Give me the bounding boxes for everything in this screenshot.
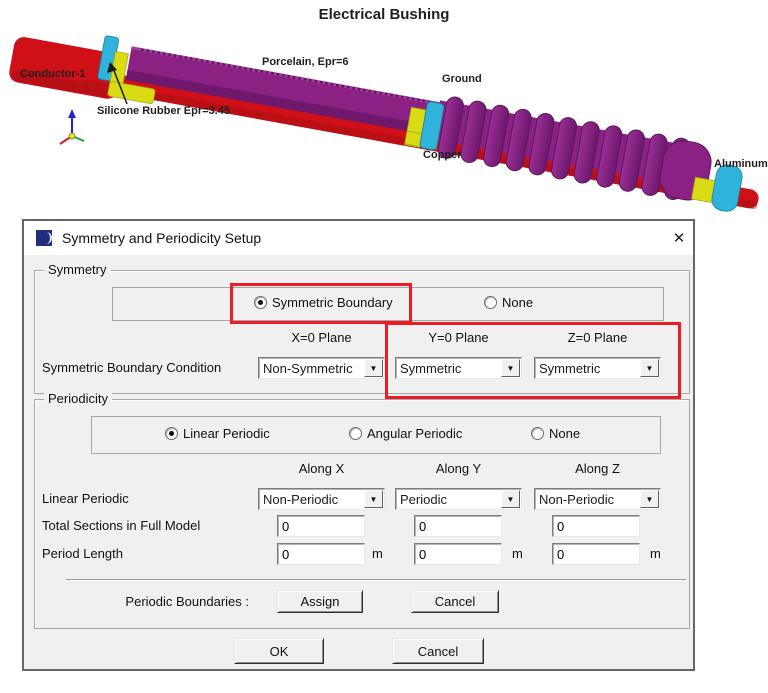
symmetry-radio-panel: [112, 287, 664, 321]
periodicity-divider: [66, 579, 686, 581]
along-y-header: Along Y: [435, 461, 482, 476]
total-sections-row-label: Total Sections in Full Model: [42, 518, 201, 533]
period-length-x-unit: m: [372, 546, 383, 561]
symmetry-group-label: Symmetry: [44, 262, 111, 277]
angular-periodic-radio-label[interactable]: Angular Periodic: [367, 426, 463, 441]
bushing-3d-model: [9, 35, 759, 212]
along-x-header: Along X: [298, 461, 345, 476]
symmetry-group: Symmetry: [34, 262, 690, 394]
period-length-y-unit: m: [512, 546, 523, 561]
symmetry-periodicity-dialog: Symmetry and Periodicity Setup ✕ Symmetr…: [22, 219, 695, 671]
z0-plane-header: Z=0 Plane: [567, 330, 628, 345]
period-length-y-input[interactable]: [414, 543, 502, 565]
periodicity-group: Periodicity: [34, 391, 690, 629]
symmetry-none-radio-label[interactable]: None: [502, 295, 534, 310]
period-length-x-input[interactable]: [277, 543, 365, 565]
total-sections-y-input[interactable]: [414, 515, 502, 537]
periodic-boundaries-label: Periodic Boundaries :: [125, 594, 249, 609]
x0-plane-header: X=0 Plane: [291, 330, 352, 345]
model-viewport: Electrical Bushing Conductor-1 Porcelain…: [0, 0, 768, 218]
chevron-down-icon[interactable]: ▼: [364, 359, 383, 377]
periodicity-none-radio-label[interactable]: None: [549, 426, 581, 441]
symmetric-x-dropdown[interactable]: Non-Symmetric ▼: [258, 357, 385, 379]
assign-button[interactable]: Assign: [277, 590, 363, 613]
y0-plane-header: Y=0 Plane: [428, 330, 489, 345]
chevron-down-icon[interactable]: ▼: [640, 359, 659, 377]
symmetric-boundary-radio-label[interactable]: Symmetric Boundary: [272, 295, 393, 310]
linear-periodic-radio[interactable]: [165, 427, 178, 440]
aluminum-label: Aluminum: [714, 158, 768, 170]
dialog-title: Symmetry and Periodicity Setup: [62, 230, 262, 246]
symmetry-none-radio[interactable]: [484, 296, 497, 309]
dropdown-value: Periodic: [400, 491, 447, 507]
chevron-down-icon[interactable]: ▼: [640, 490, 659, 508]
period-length-row-label: Period Length: [42, 546, 123, 561]
copper-label: Copper: [423, 149, 462, 161]
periodic-cancel-button[interactable]: Cancel: [411, 590, 499, 613]
symmetric-z-dropdown[interactable]: Symmetric ▼: [534, 357, 661, 379]
period-length-z-input[interactable]: [552, 543, 640, 565]
dropdown-value: Symmetric: [539, 360, 601, 376]
chevron-down-icon[interactable]: ▼: [501, 359, 520, 377]
along-z-header: Along Z: [575, 461, 620, 476]
symmetric-y-dropdown[interactable]: Symmetric ▼: [395, 357, 522, 379]
dropdown-value: Non-Symmetric: [263, 360, 353, 376]
ground-label: Ground: [442, 73, 482, 85]
app-icon: [36, 230, 52, 246]
total-sections-z-input[interactable]: [552, 515, 640, 537]
periodicity-none-radio[interactable]: [531, 427, 544, 440]
symmetric-boundary-condition-label: Symmetric Boundary Condition: [42, 360, 222, 375]
angular-periodic-radio[interactable]: [349, 427, 362, 440]
figure-title: Electrical Bushing: [318, 6, 450, 23]
cancel-button[interactable]: Cancel: [392, 638, 484, 664]
close-icon[interactable]: ✕: [672, 230, 686, 247]
dropdown-value: Non-Periodic: [539, 491, 615, 507]
silicone-rubber-label: Silicone Rubber Epr=3.45: [97, 105, 230, 117]
period-length-z-unit: m: [650, 546, 661, 561]
porcelain-label: Porcelain, Epr=6: [262, 56, 349, 68]
dropdown-value: Non-Periodic: [263, 491, 339, 507]
dropdown-value: Symmetric: [400, 360, 462, 376]
chevron-down-icon[interactable]: ▼: [364, 490, 383, 508]
axis-triad-icon: [59, 109, 85, 145]
linear-periodic-z-dropdown[interactable]: Non-Periodic ▼: [534, 488, 661, 510]
dialog-titlebar: Symmetry and Periodicity Setup ✕: [24, 221, 693, 255]
periodicity-radio-panel: [91, 416, 661, 454]
chevron-down-icon[interactable]: ▼: [501, 490, 520, 508]
linear-periodic-x-dropdown[interactable]: Non-Periodic ▼: [258, 488, 385, 510]
linear-periodic-row-label: Linear Periodic: [42, 491, 129, 506]
total-sections-x-input[interactable]: [277, 515, 365, 537]
conductor-label: Conductor-1: [20, 68, 86, 80]
linear-periodic-y-dropdown[interactable]: Periodic ▼: [395, 488, 522, 510]
ok-button[interactable]: OK: [234, 638, 324, 664]
linear-periodic-radio-label[interactable]: Linear Periodic: [183, 426, 270, 441]
periodicity-group-label: Periodicity: [44, 391, 112, 406]
symmetric-boundary-radio[interactable]: [254, 296, 267, 309]
